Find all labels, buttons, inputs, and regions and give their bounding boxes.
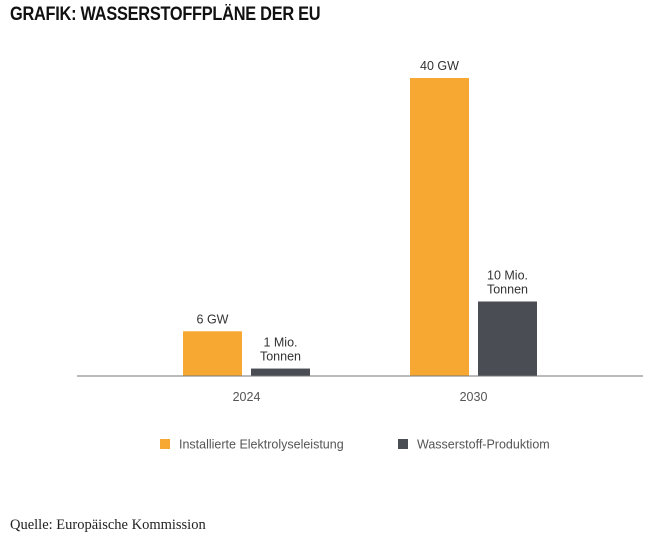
data-label-electrolysis-2024-line1: 6 GW xyxy=(197,312,229,326)
x-tick-label-2030: 2030 xyxy=(460,390,488,404)
data-label-hydrogen-2030-line2: Tonnen xyxy=(487,283,528,297)
legend-swatch-electrolysis xyxy=(160,439,170,449)
legend-label-hydrogen: Wasserstoff-Produktiom xyxy=(417,438,550,452)
bars xyxy=(183,78,537,376)
bar-electrolysis-2030 xyxy=(410,78,469,376)
data-label-hydrogen-2024-line1: 1 Mio. xyxy=(263,336,297,350)
x-tick-label-2024: 2024 xyxy=(233,390,261,404)
legend-swatch-hydrogen xyxy=(398,439,408,449)
legend: Installierte Elektrolyseleistung Wasserst… xyxy=(160,438,550,452)
data-label-hydrogen-2024-line2: Tonnen xyxy=(260,350,301,364)
bar-hydrogen-2024 xyxy=(251,368,310,376)
data-label-electrolysis-2030-line1: 40 GW xyxy=(420,59,459,73)
data-label-hydrogen-2030-line1: 10 Mio. xyxy=(487,269,528,283)
bar-hydrogen-2030 xyxy=(478,301,537,376)
chart-title: GRAFIK: WASSERSTOFFPLÄNE DER EU xyxy=(10,4,321,25)
source-note: Quelle: Europäische Kommission xyxy=(10,517,206,533)
bar-electrolysis-2024 xyxy=(183,331,242,376)
legend-label-electrolysis: Installierte Elektrolyseleistung xyxy=(179,438,344,452)
x-axis-ticks: 2024 2030 xyxy=(233,390,488,404)
